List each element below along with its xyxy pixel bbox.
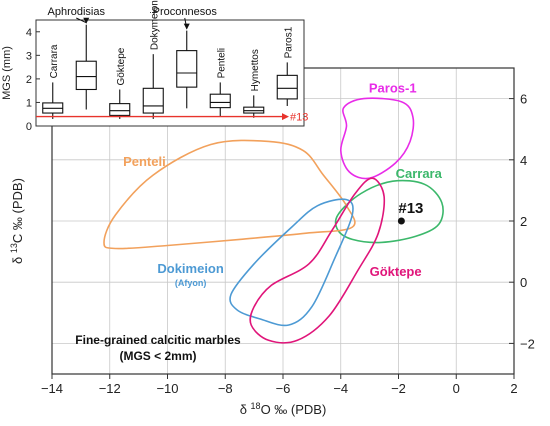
y-axis-label: δ 13C ‰ (PDB) bbox=[9, 178, 25, 264]
y-tick-label: 0 bbox=[520, 275, 527, 290]
box-label-g-ktepe: Göktepe bbox=[116, 47, 127, 85]
x-axis-label-prefix: δ bbox=[240, 402, 251, 417]
box-label-penteli: Penteli bbox=[216, 48, 227, 79]
sample-point-label: #13 bbox=[398, 200, 423, 217]
box-hymettos: Hymettos bbox=[243, 49, 265, 118]
box-dokymeion: Dokymeion bbox=[142, 0, 164, 119]
box-label-aphrodisias: Aphrodisias bbox=[48, 6, 106, 18]
box-carrara: Carrara bbox=[42, 44, 64, 119]
inset-axis-ticks: 0 1 2 3 4 bbox=[26, 27, 40, 133]
sample-point bbox=[397, 217, 405, 225]
box-paros1: Paros1 bbox=[276, 26, 298, 106]
field-labels: Paros-1 Carrara Penteli Dokimeion (Afyon) Gök… bbox=[123, 80, 443, 288]
field-label-paros-1: Paros-1 bbox=[369, 80, 417, 95]
callout-arrowhead bbox=[183, 23, 190, 30]
x-tick-label: −6 bbox=[276, 381, 291, 396]
y-tick-label: 6 bbox=[520, 92, 527, 107]
annotation-line-1: Fine-grained calcitic marbles bbox=[75, 333, 241, 347]
callout-pointer bbox=[76, 17, 87, 24]
field-label-dokimeion: Dokimeion bbox=[157, 261, 224, 276]
iqr-box bbox=[142, 87, 164, 114]
box-penteli: Penteli bbox=[209, 48, 231, 117]
field-penteli bbox=[103, 139, 356, 250]
callout-arrowhead bbox=[83, 17, 90, 24]
axis-ticks: −14 −12 −10 −8 −6 −4 −2 0 2 −2 0 2 4 6 bbox=[41, 92, 535, 396]
box-label-paros1: Paros1 bbox=[283, 26, 294, 58]
field-g-ktepe bbox=[249, 177, 386, 344]
inset-y-tick-label: 0 bbox=[26, 121, 32, 133]
iqr-box bbox=[176, 50, 198, 88]
y-tick-label: 4 bbox=[520, 153, 527, 168]
x-tick-label: −12 bbox=[99, 381, 121, 396]
field-paros-1 bbox=[339, 97, 415, 180]
x-tick-label: 0 bbox=[453, 381, 460, 396]
iqr-box bbox=[209, 93, 231, 109]
box-label-hymettos: Hymettos bbox=[250, 49, 261, 91]
inset-y-tick-label: 3 bbox=[26, 50, 32, 62]
y-axis-label-suffix: C ‰ (PDB) bbox=[10, 178, 25, 243]
sample-points: #13 bbox=[397, 200, 423, 225]
y-axis-label-prefix: δ bbox=[10, 253, 25, 264]
field-label-penteli: Penteli bbox=[123, 154, 166, 169]
field-sublabel-dokimeion: (Afyon) bbox=[175, 278, 207, 288]
x-axis-label-suffix: O ‰ (PDB) bbox=[261, 402, 327, 417]
x-tick-label: −10 bbox=[156, 381, 178, 396]
inset-boxes: Carrara Aphrodisias Göktepe DokymeionProcon… bbox=[42, 0, 298, 119]
x-tick-label: −8 bbox=[218, 381, 233, 396]
box-aphrodisias: Aphrodisias bbox=[48, 6, 106, 110]
reference-line-13: #13 bbox=[36, 112, 308, 124]
x-axis-label-superscript: 18 bbox=[251, 401, 261, 411]
reference-arrowhead bbox=[282, 113, 289, 121]
y-tick-label: −2 bbox=[520, 336, 535, 351]
field-dokimeion bbox=[229, 198, 354, 327]
box-label-carrara: Carrara bbox=[49, 44, 60, 78]
x-axis-label: δ 18O ‰ (PDB) bbox=[240, 401, 327, 417]
marble-fields bbox=[103, 97, 444, 344]
mgs-boxplot-inset: 0 1 2 3 4 Carrara Aphrodisias Göktepe Dokymeion… bbox=[1, 0, 308, 133]
field-label-g-ktepe: Göktepe bbox=[370, 264, 422, 279]
box-label-dokymeion: Dokymeion bbox=[149, 0, 160, 50]
x-tick-label: −2 bbox=[391, 381, 406, 396]
iqr-box bbox=[109, 103, 131, 116]
iqr-box bbox=[276, 74, 298, 100]
inset-y-tick-label: 4 bbox=[26, 27, 32, 39]
iqr-box bbox=[75, 60, 97, 91]
box-label-proconnesos: Proconnesos bbox=[153, 6, 218, 18]
annotation-line-2: (MGS < 2mm) bbox=[119, 349, 196, 363]
inset-y-tick-label: 1 bbox=[26, 97, 32, 109]
y-axis-label-superscript: 13 bbox=[9, 243, 19, 253]
x-tick-label: −14 bbox=[41, 381, 63, 396]
y-tick-label: 2 bbox=[520, 214, 527, 229]
x-tick-label: −4 bbox=[333, 381, 348, 396]
field-label-carrara: Carrara bbox=[396, 166, 443, 181]
inset-y-axis-label: MGS (mm) bbox=[1, 46, 13, 100]
iqr-box bbox=[243, 106, 265, 114]
inset-y-tick-label: 2 bbox=[26, 74, 32, 86]
box-proconnesos: Proconnesos bbox=[153, 6, 218, 109]
field-carrara bbox=[334, 179, 444, 244]
reference-label: #13 bbox=[290, 112, 308, 124]
x-tick-label: 2 bbox=[510, 381, 517, 396]
